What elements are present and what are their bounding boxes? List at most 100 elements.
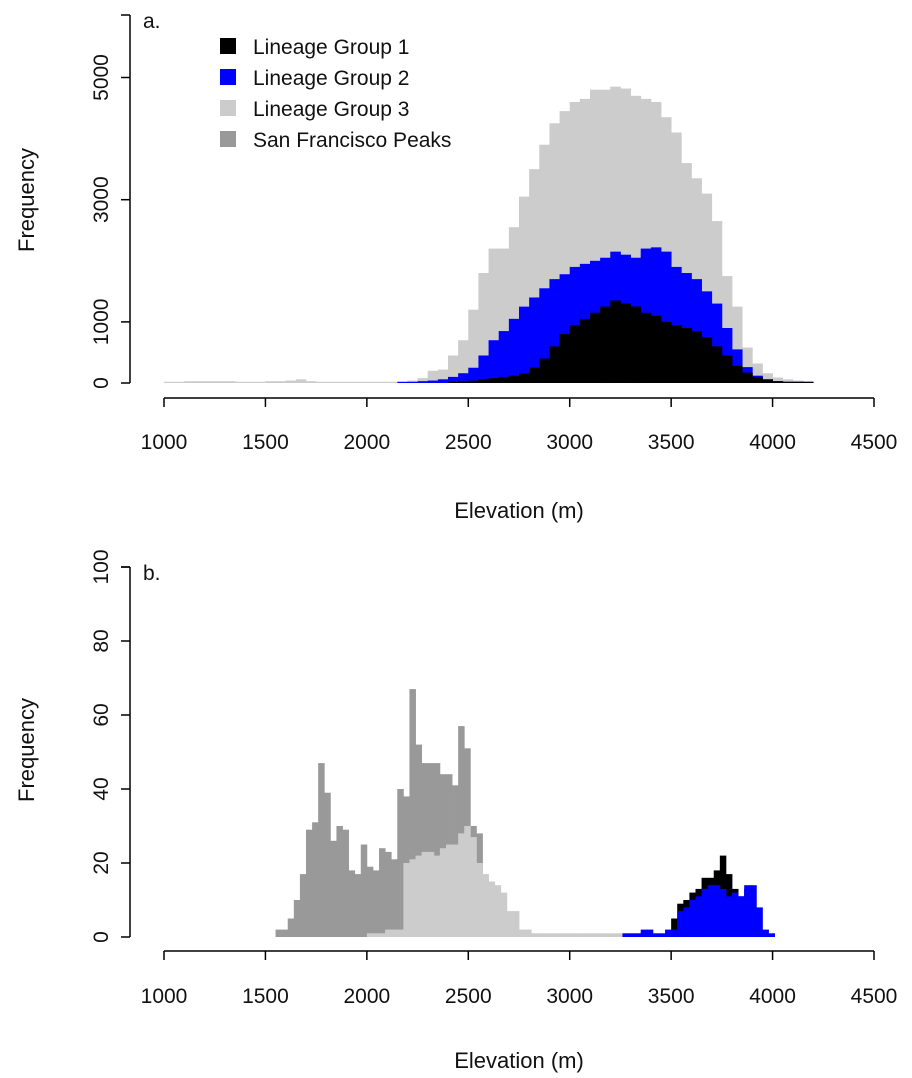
histogram-bar-lineage-group-3 — [752, 363, 763, 383]
histogram-bar-lineage-group-3 — [711, 221, 723, 383]
panel-a-y-axis-title: Frequency — [14, 148, 39, 252]
panel-a-histogram: 1000 1500 2000 2500 3000 3500 4000 4500 0 1000 30… — [14, 10, 897, 523]
histogram-bar-lineage-group-1 — [508, 375, 520, 383]
x-tick-label: 4000 — [749, 985, 796, 1008]
histogram-bar-lineage-group-3 — [445, 844, 453, 937]
legend-swatch-lineage-2 — [220, 69, 236, 85]
histogram-bar-lineage-group-3 — [529, 169, 540, 383]
histogram-bar-lineage-group-3 — [610, 933, 617, 937]
histogram-bar-lineage-group-3 — [366, 933, 374, 937]
histogram-bar-lineage-group-1 — [478, 379, 489, 383]
histogram-bar-lineage-group-3 — [519, 929, 526, 937]
histogram-bar-lineage-group-3 — [377, 381, 388, 383]
histogram-bar-lineage-group-1 — [549, 346, 560, 383]
histogram-bar-lineage-group-3 — [519, 196, 530, 383]
histogram-bar-lineage-group-3 — [590, 89, 601, 383]
panel-b-y-axis-title: Frequency — [14, 698, 39, 802]
histogram-bar-lineage-group-1 — [772, 381, 784, 383]
histogram-bar-lineage-group-1 — [579, 318, 591, 383]
x-tick-label: 1500 — [242, 985, 289, 1008]
histogram-bar-lineage-group-2 — [529, 297, 540, 383]
histogram-bar-san-francisco-peaks — [275, 929, 283, 937]
histogram-bar-lineage-group-3 — [275, 381, 287, 383]
panel-b-plot-area — [275, 689, 775, 937]
histogram-bar-lineage-group-2 — [744, 885, 751, 937]
histogram-bar-lineage-group-1 — [671, 918, 678, 937]
histogram-bar-lineage-group-2 — [448, 376, 459, 383]
histogram-bar-lineage-group-2 — [701, 888, 709, 937]
histogram-bar-lineage-group-1 — [752, 376, 763, 383]
histogram-bar-lineage-group-3 — [439, 848, 447, 937]
histogram-bar-lineage-group-3 — [539, 144, 550, 383]
y-tick-label: 0 — [90, 377, 113, 389]
histogram-bar-lineage-group-3 — [498, 248, 510, 383]
histogram-bar-lineage-group-1 — [681, 328, 692, 383]
histogram-bar-lineage-group-2 — [634, 933, 642, 937]
histogram-bar-lineage-group-3 — [500, 892, 508, 937]
histogram-bar-lineage-group-3 — [164, 381, 175, 383]
histogram-bar-san-francisco-peaks — [293, 900, 301, 937]
histogram-bar-lineage-group-3 — [285, 380, 297, 383]
histogram-bar-lineage-group-3 — [391, 929, 398, 937]
histogram-bar-lineage-group-1 — [539, 358, 550, 383]
histogram-bar-lineage-group-3 — [616, 933, 623, 937]
x-tick-label: 2000 — [343, 985, 390, 1008]
histogram-bar-lineage-group-2 — [750, 885, 757, 937]
histogram-bar-lineage-group-3 — [512, 911, 520, 937]
histogram-bar-lineage-group-1 — [661, 321, 672, 383]
histogram-bar-lineage-group-1 — [742, 372, 753, 383]
histogram-bar-lineage-group-3 — [366, 381, 378, 383]
histogram-bar-san-francisco-peaks — [385, 851, 392, 937]
histogram-bar-san-francisco-peaks — [433, 763, 441, 937]
y-tick-label: 100 — [90, 549, 113, 584]
panel-b-x-axis: 1000 1500 2000 2500 3000 3500 4000 4500 — [141, 950, 897, 1008]
histogram-bar-lineage-group-2 — [707, 885, 715, 937]
y-tick-label: 40 — [90, 777, 113, 800]
histogram-bar-lineage-group-1 — [498, 376, 510, 383]
histogram-bar-lineage-group-3 — [452, 844, 459, 937]
histogram-bar-lineage-group-3 — [316, 381, 327, 383]
histogram-bar-lineage-group-3 — [174, 381, 185, 383]
histogram-bar-lineage-group-1 — [630, 306, 642, 384]
histogram-bar-lineage-group-1 — [600, 306, 611, 384]
histogram-bar-lineage-group-3 — [415, 855, 423, 937]
histogram-bar-lineage-group-3 — [476, 863, 483, 937]
histogram-bar-lineage-group-3 — [772, 377, 784, 383]
histogram-bar-san-francisco-peaks — [458, 726, 465, 937]
histogram-bar-lineage-group-2 — [756, 907, 763, 937]
legend-label-lineage-2: Lineage Group 2 — [253, 67, 409, 90]
histogram-bar-lineage-group-3 — [421, 851, 429, 937]
histogram-bar-lineage-group-3 — [579, 98, 591, 383]
histogram-bar-lineage-group-2 — [658, 933, 666, 937]
histogram-bar-lineage-group-1 — [711, 346, 723, 383]
x-tick-label: 3500 — [648, 985, 695, 1008]
histogram-bar-lineage-group-3 — [650, 101, 662, 383]
histogram-bar-lineage-group-2 — [661, 251, 672, 383]
histogram-bar-lineage-group-3 — [559, 111, 571, 384]
histogram-bar-lineage-group-3 — [458, 340, 469, 383]
histogram-bar-lineage-group-1 — [468, 380, 479, 383]
panel-a-y-axis: 0 1000 3000 5000 — [90, 14, 131, 389]
histogram-bar-san-francisco-peaks — [360, 844, 368, 937]
legend-label-lineage-1: Lineage Group 1 — [253, 36, 409, 59]
histogram-bar-lineage-group-3 — [417, 378, 429, 383]
histogram-bar-lineage-group-3 — [224, 381, 236, 383]
histogram-bar-lineage-group-1 — [762, 379, 773, 383]
histogram-bar-lineage-group-3 — [610, 86, 621, 384]
histogram-bar-san-francisco-peaks — [336, 826, 343, 937]
histogram-bar-lineage-group-1 — [792, 381, 804, 383]
y-tick-label: 0 — [90, 931, 113, 943]
x-tick-label: 3000 — [546, 431, 593, 454]
x-tick-label: 2000 — [343, 431, 390, 454]
histogram-bar-lineage-group-2 — [646, 929, 654, 937]
histogram-bar-san-francisco-peaks — [342, 829, 349, 937]
histogram-bar-lineage-group-3 — [245, 381, 256, 383]
histogram-bar-lineage-group-3 — [306, 381, 317, 383]
histogram-bar-lineage-group-3 — [427, 370, 439, 383]
histogram-bar-lineage-group-1 — [519, 373, 530, 383]
histogram-bar-lineage-group-3 — [494, 885, 502, 937]
histogram-bar-san-francisco-peaks — [379, 848, 386, 937]
histogram-bar-lineage-group-2 — [498, 331, 510, 383]
histogram-bar-lineage-group-3 — [433, 855, 441, 937]
